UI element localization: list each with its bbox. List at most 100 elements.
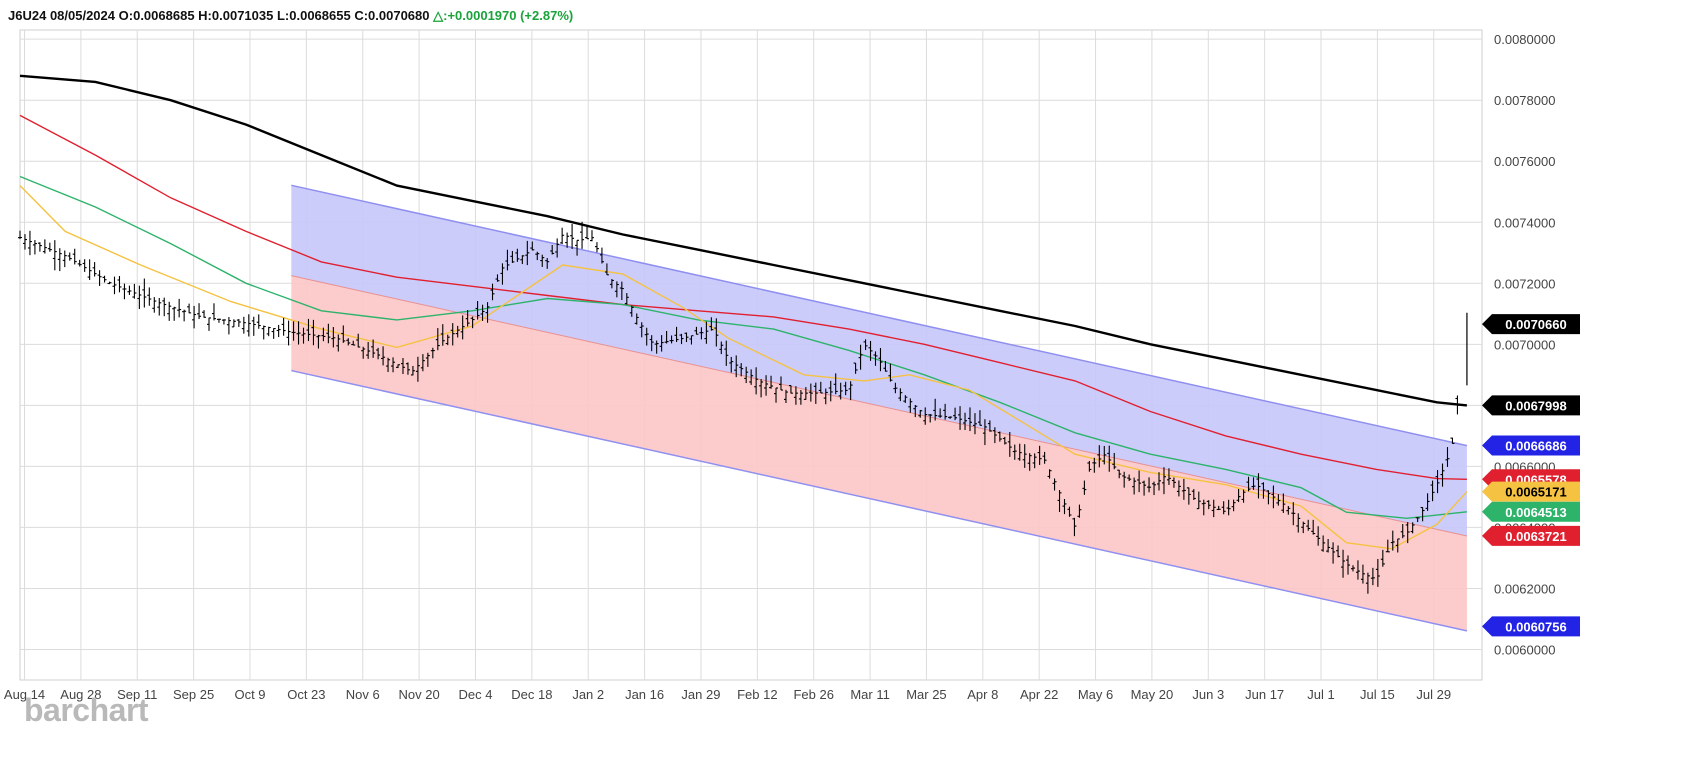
price-bar — [82, 259, 87, 272]
price-bar — [838, 382, 843, 400]
price-bar — [246, 314, 251, 337]
price-bar — [873, 351, 878, 366]
x-tick-label: Jun 3 — [1192, 687, 1224, 702]
price-bar — [853, 362, 858, 374]
price-bar — [843, 381, 848, 396]
change-value: △:+0.0001970 (+2.87%) — [433, 8, 574, 23]
price-bar — [719, 341, 724, 355]
svg-text:0.0060756: 0.0060756 — [1505, 619, 1566, 634]
price-bar — [659, 335, 664, 352]
price-bar — [77, 259, 82, 267]
price-bar — [599, 247, 604, 264]
price-bar — [1176, 480, 1181, 497]
price-bar — [530, 241, 535, 251]
price-bar — [863, 339, 868, 351]
svg-text:0.0070660: 0.0070660 — [1505, 317, 1566, 332]
price-bar — [1052, 478, 1057, 491]
price-bar — [1037, 445, 1042, 465]
price-bar — [1161, 467, 1166, 495]
price-bar — [982, 419, 987, 446]
price-bar — [475, 301, 480, 320]
price-bar — [306, 318, 311, 342]
price-bar — [301, 327, 306, 344]
price-bar — [425, 352, 430, 367]
price-bar — [1147, 477, 1152, 493]
price-bar — [813, 382, 818, 404]
price-bar — [1042, 451, 1047, 464]
price-bar — [500, 263, 505, 285]
price-bar — [1127, 474, 1132, 482]
price-label: 0.0067998 — [1482, 395, 1580, 416]
price-bar — [480, 304, 485, 321]
price-bar — [714, 318, 719, 347]
price-bar — [351, 340, 356, 346]
channel-lower-band — [291, 275, 1467, 631]
price-bar — [614, 281, 619, 298]
price-bar — [1420, 506, 1425, 522]
x-tick-label: Feb 12 — [737, 687, 777, 702]
price-bar — [679, 333, 684, 345]
price-bar — [1226, 499, 1231, 516]
price-bar — [316, 334, 321, 349]
price-bar — [1390, 530, 1395, 551]
price-bar — [1355, 560, 1360, 580]
price-bar — [440, 324, 445, 346]
price-bar — [958, 406, 963, 430]
price-bar — [1455, 395, 1460, 415]
price-bar — [187, 303, 192, 314]
price-bar — [266, 326, 271, 337]
price-bar — [1450, 437, 1455, 444]
channel-lower-line — [291, 369, 1468, 632]
price-bar — [1171, 477, 1176, 488]
price-bar — [107, 281, 112, 285]
price-bar — [774, 387, 779, 403]
svg-text:0.0067998: 0.0067998 — [1505, 398, 1566, 413]
price-bar — [1410, 522, 1415, 534]
price-bar — [565, 232, 570, 248]
price-bar — [396, 364, 401, 369]
price-bar — [296, 321, 301, 345]
price-bar — [281, 317, 286, 336]
price-bar — [699, 327, 704, 340]
price-bar — [788, 384, 793, 394]
price-bar — [515, 248, 520, 262]
price-bar — [207, 317, 212, 331]
price-bar — [430, 347, 435, 359]
y-tick-label: 0.0062000 — [1494, 581, 1555, 596]
price-bar — [420, 354, 425, 372]
price-bar — [938, 408, 943, 418]
y-tick-label: 0.0078000 — [1494, 93, 1555, 108]
price-bar — [37, 242, 42, 252]
price-bar — [629, 305, 634, 317]
price-bar — [923, 407, 928, 425]
price-bar — [167, 301, 172, 321]
price-bar — [435, 328, 440, 351]
price-bar — [1395, 538, 1400, 553]
price-bar — [1435, 470, 1440, 494]
price-bar — [1346, 555, 1351, 575]
price-bar — [913, 404, 918, 418]
close-value: 0.0070680 — [368, 8, 430, 23]
price-bar — [1201, 499, 1206, 516]
price-bar — [639, 322, 644, 338]
price-bar — [1152, 481, 1157, 496]
price-bar — [57, 248, 62, 272]
price-bar — [1261, 482, 1266, 499]
price-bar — [783, 389, 788, 403]
price-bar — [987, 420, 992, 432]
price-bar — [1107, 445, 1112, 472]
x-tick-label: Jan 2 — [572, 687, 604, 702]
svg-text:0.0063721: 0.0063721 — [1505, 529, 1566, 544]
x-tick-label: Jul 15 — [1360, 687, 1395, 702]
price-bar — [953, 407, 958, 421]
price-bar — [361, 346, 366, 359]
price-bar — [1057, 490, 1062, 512]
y-tick-label: 0.0072000 — [1494, 276, 1555, 291]
price-bar — [1236, 489, 1241, 503]
x-tick-label: Jan 16 — [625, 687, 664, 702]
price-bar — [1415, 517, 1420, 523]
price-bar — [216, 318, 221, 323]
price-bar — [157, 298, 162, 316]
price-bar — [1440, 463, 1445, 487]
